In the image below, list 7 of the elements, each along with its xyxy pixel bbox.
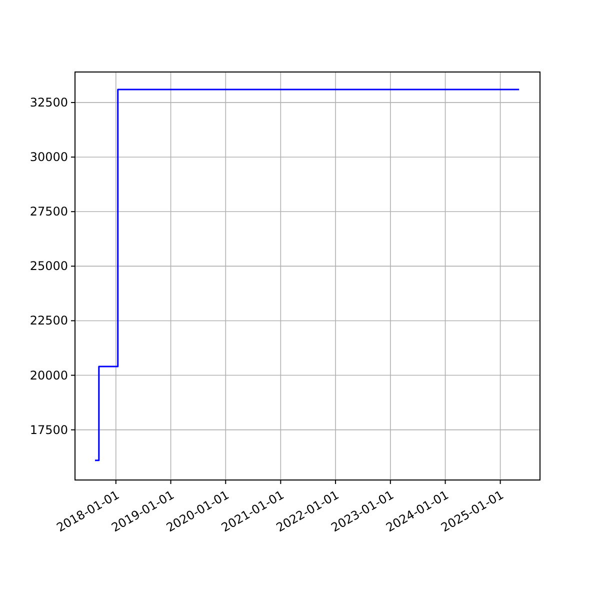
y-tick-label: 20000 [30,368,68,382]
y-tick-label: 25000 [30,259,68,274]
y-tick-label: 30000 [30,150,68,164]
y-tick-label: 32500 [30,96,68,110]
y-tick-label: 22500 [30,314,68,328]
y-tick-label: 17500 [30,422,68,437]
y-tick-label: 27500 [30,204,68,219]
